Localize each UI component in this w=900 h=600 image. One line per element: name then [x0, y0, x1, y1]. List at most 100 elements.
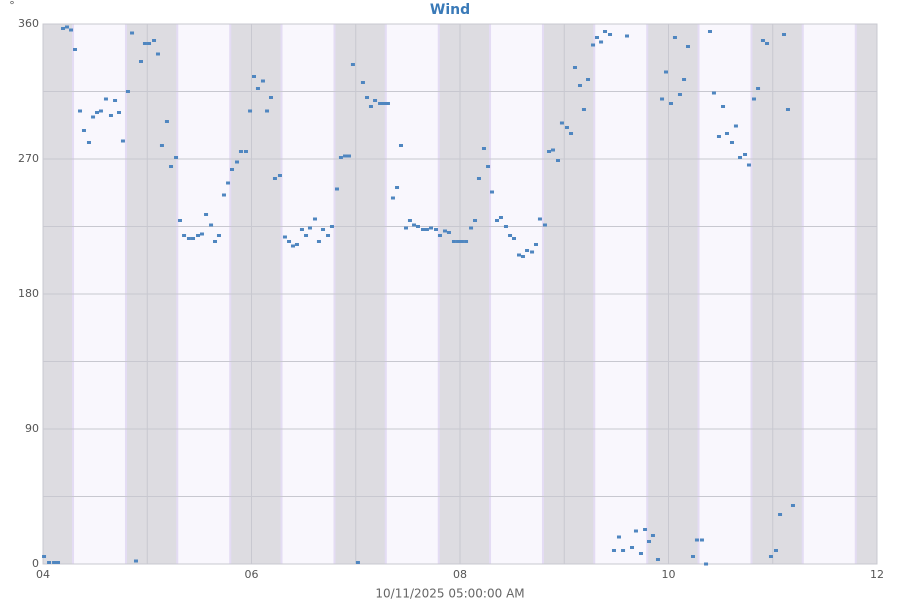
point	[120, 139, 125, 143]
point	[86, 141, 91, 144]
point	[638, 552, 643, 555]
point	[304, 234, 309, 237]
point	[586, 78, 591, 81]
point	[669, 102, 674, 105]
point	[191, 237, 196, 240]
point	[429, 226, 434, 230]
point	[282, 235, 287, 239]
point	[343, 154, 348, 158]
point	[434, 228, 439, 231]
point	[52, 561, 57, 564]
point	[56, 561, 61, 564]
point	[630, 546, 635, 549]
point	[108, 114, 113, 117]
point	[368, 105, 373, 108]
point	[785, 108, 790, 111]
point	[130, 31, 135, 35]
point	[265, 109, 270, 113]
point	[252, 75, 257, 78]
point	[164, 120, 169, 123]
point	[724, 132, 729, 135]
point	[98, 109, 103, 113]
point	[113, 99, 118, 102]
point	[790, 504, 795, 507]
point	[621, 549, 626, 552]
point	[625, 34, 630, 38]
point	[177, 219, 182, 222]
point	[756, 87, 761, 90]
point	[738, 156, 743, 159]
point	[682, 78, 687, 81]
point	[520, 255, 525, 258]
point	[694, 538, 699, 542]
point	[69, 28, 74, 32]
point	[469, 226, 474, 230]
point	[326, 234, 331, 237]
point	[577, 84, 582, 87]
point	[685, 45, 690, 48]
point	[616, 535, 621, 539]
point	[196, 234, 201, 237]
point	[272, 177, 277, 180]
point	[268, 96, 273, 99]
point	[498, 216, 503, 219]
point	[608, 33, 613, 36]
point	[508, 234, 513, 237]
point	[446, 231, 451, 234]
point	[147, 42, 152, 45]
point	[186, 237, 191, 240]
point	[81, 129, 86, 132]
point	[594, 36, 599, 39]
y-tick-label: 270	[18, 152, 39, 165]
point	[456, 240, 461, 243]
point	[61, 27, 66, 30]
point	[778, 513, 783, 516]
point	[437, 234, 442, 237]
point	[547, 150, 552, 153]
point	[346, 154, 351, 158]
point	[395, 186, 400, 189]
point	[378, 102, 383, 105]
point	[768, 555, 773, 558]
point	[199, 232, 204, 236]
point	[765, 42, 770, 45]
point	[473, 219, 478, 222]
point	[277, 174, 282, 177]
point	[385, 102, 390, 105]
point	[403, 226, 408, 230]
point	[603, 30, 608, 33]
point	[690, 555, 695, 558]
point	[365, 96, 370, 99]
point	[248, 109, 253, 113]
point	[751, 97, 756, 101]
x-tick-label: 08	[453, 568, 467, 581]
point	[495, 219, 500, 222]
point	[481, 147, 486, 150]
x-tick-label: 12	[870, 568, 884, 581]
point	[530, 250, 535, 254]
point	[307, 226, 312, 230]
point	[633, 529, 638, 533]
point	[350, 63, 355, 66]
point	[290, 244, 295, 248]
y-tick-label: 180	[18, 287, 39, 300]
point	[299, 228, 304, 231]
point	[743, 153, 748, 156]
x-tick-label: 06	[245, 568, 259, 581]
point	[707, 30, 712, 33]
point	[782, 33, 787, 36]
point	[655, 558, 660, 561]
point	[412, 223, 417, 227]
point	[542, 223, 547, 227]
point	[152, 39, 157, 42]
point	[451, 240, 456, 243]
point	[226, 181, 231, 185]
point	[572, 66, 577, 69]
point	[390, 196, 395, 200]
point	[142, 42, 147, 45]
point	[760, 39, 765, 42]
point	[221, 193, 226, 197]
point	[64, 25, 69, 29]
point	[721, 105, 726, 108]
